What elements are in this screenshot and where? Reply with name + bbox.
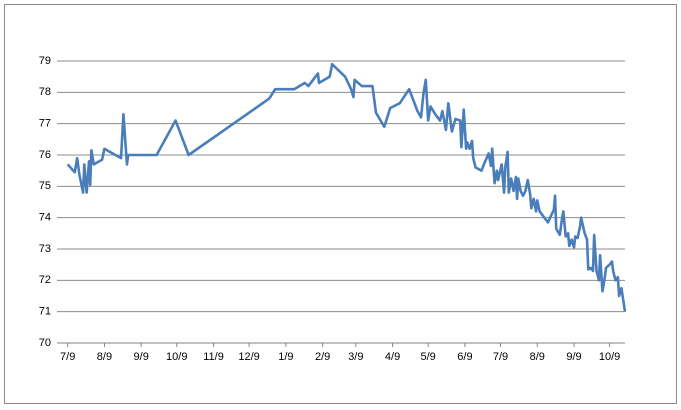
x-tick-label: 5/9 <box>421 351 436 363</box>
x-tick-label: 4/9 <box>385 351 400 363</box>
x-tick-label: 10/9 <box>166 351 187 363</box>
y-tick-label: 74 <box>39 212 51 224</box>
x-tick-label: 7/9 <box>60 351 75 363</box>
chart-frame <box>4 4 677 404</box>
x-tick-label: 7/9 <box>493 351 508 363</box>
x-tick-label: 3/9 <box>348 351 363 363</box>
x-tick-label: 8/9 <box>97 351 112 363</box>
x-tick-label: 6/9 <box>457 351 472 363</box>
y-tick-label: 73 <box>39 243 51 255</box>
x-tick-label: 11/9 <box>203 351 224 363</box>
x-tick-label: 9/9 <box>134 351 149 363</box>
x-tick-label: 1/9 <box>278 351 293 363</box>
y-tick-label: 75 <box>39 180 51 192</box>
y-tick-label: 79 <box>39 55 51 67</box>
data-line <box>66 62 627 312</box>
x-tick-label: 12/9 <box>238 351 259 363</box>
x-tick-label: 9/9 <box>566 351 581 363</box>
y-tick-label: 72 <box>39 274 51 286</box>
y-tick-label: 77 <box>39 118 51 130</box>
y-tick-label: 76 <box>39 149 51 161</box>
y-tick-label: 78 <box>39 86 51 98</box>
y-tick-label: 70 <box>39 337 51 349</box>
y-tick-label: 71 <box>39 306 51 318</box>
x-tick-label: 8/9 <box>530 351 545 363</box>
x-tick-label: 2/9 <box>315 351 330 363</box>
x-tick-label: 10/9 <box>599 351 620 363</box>
